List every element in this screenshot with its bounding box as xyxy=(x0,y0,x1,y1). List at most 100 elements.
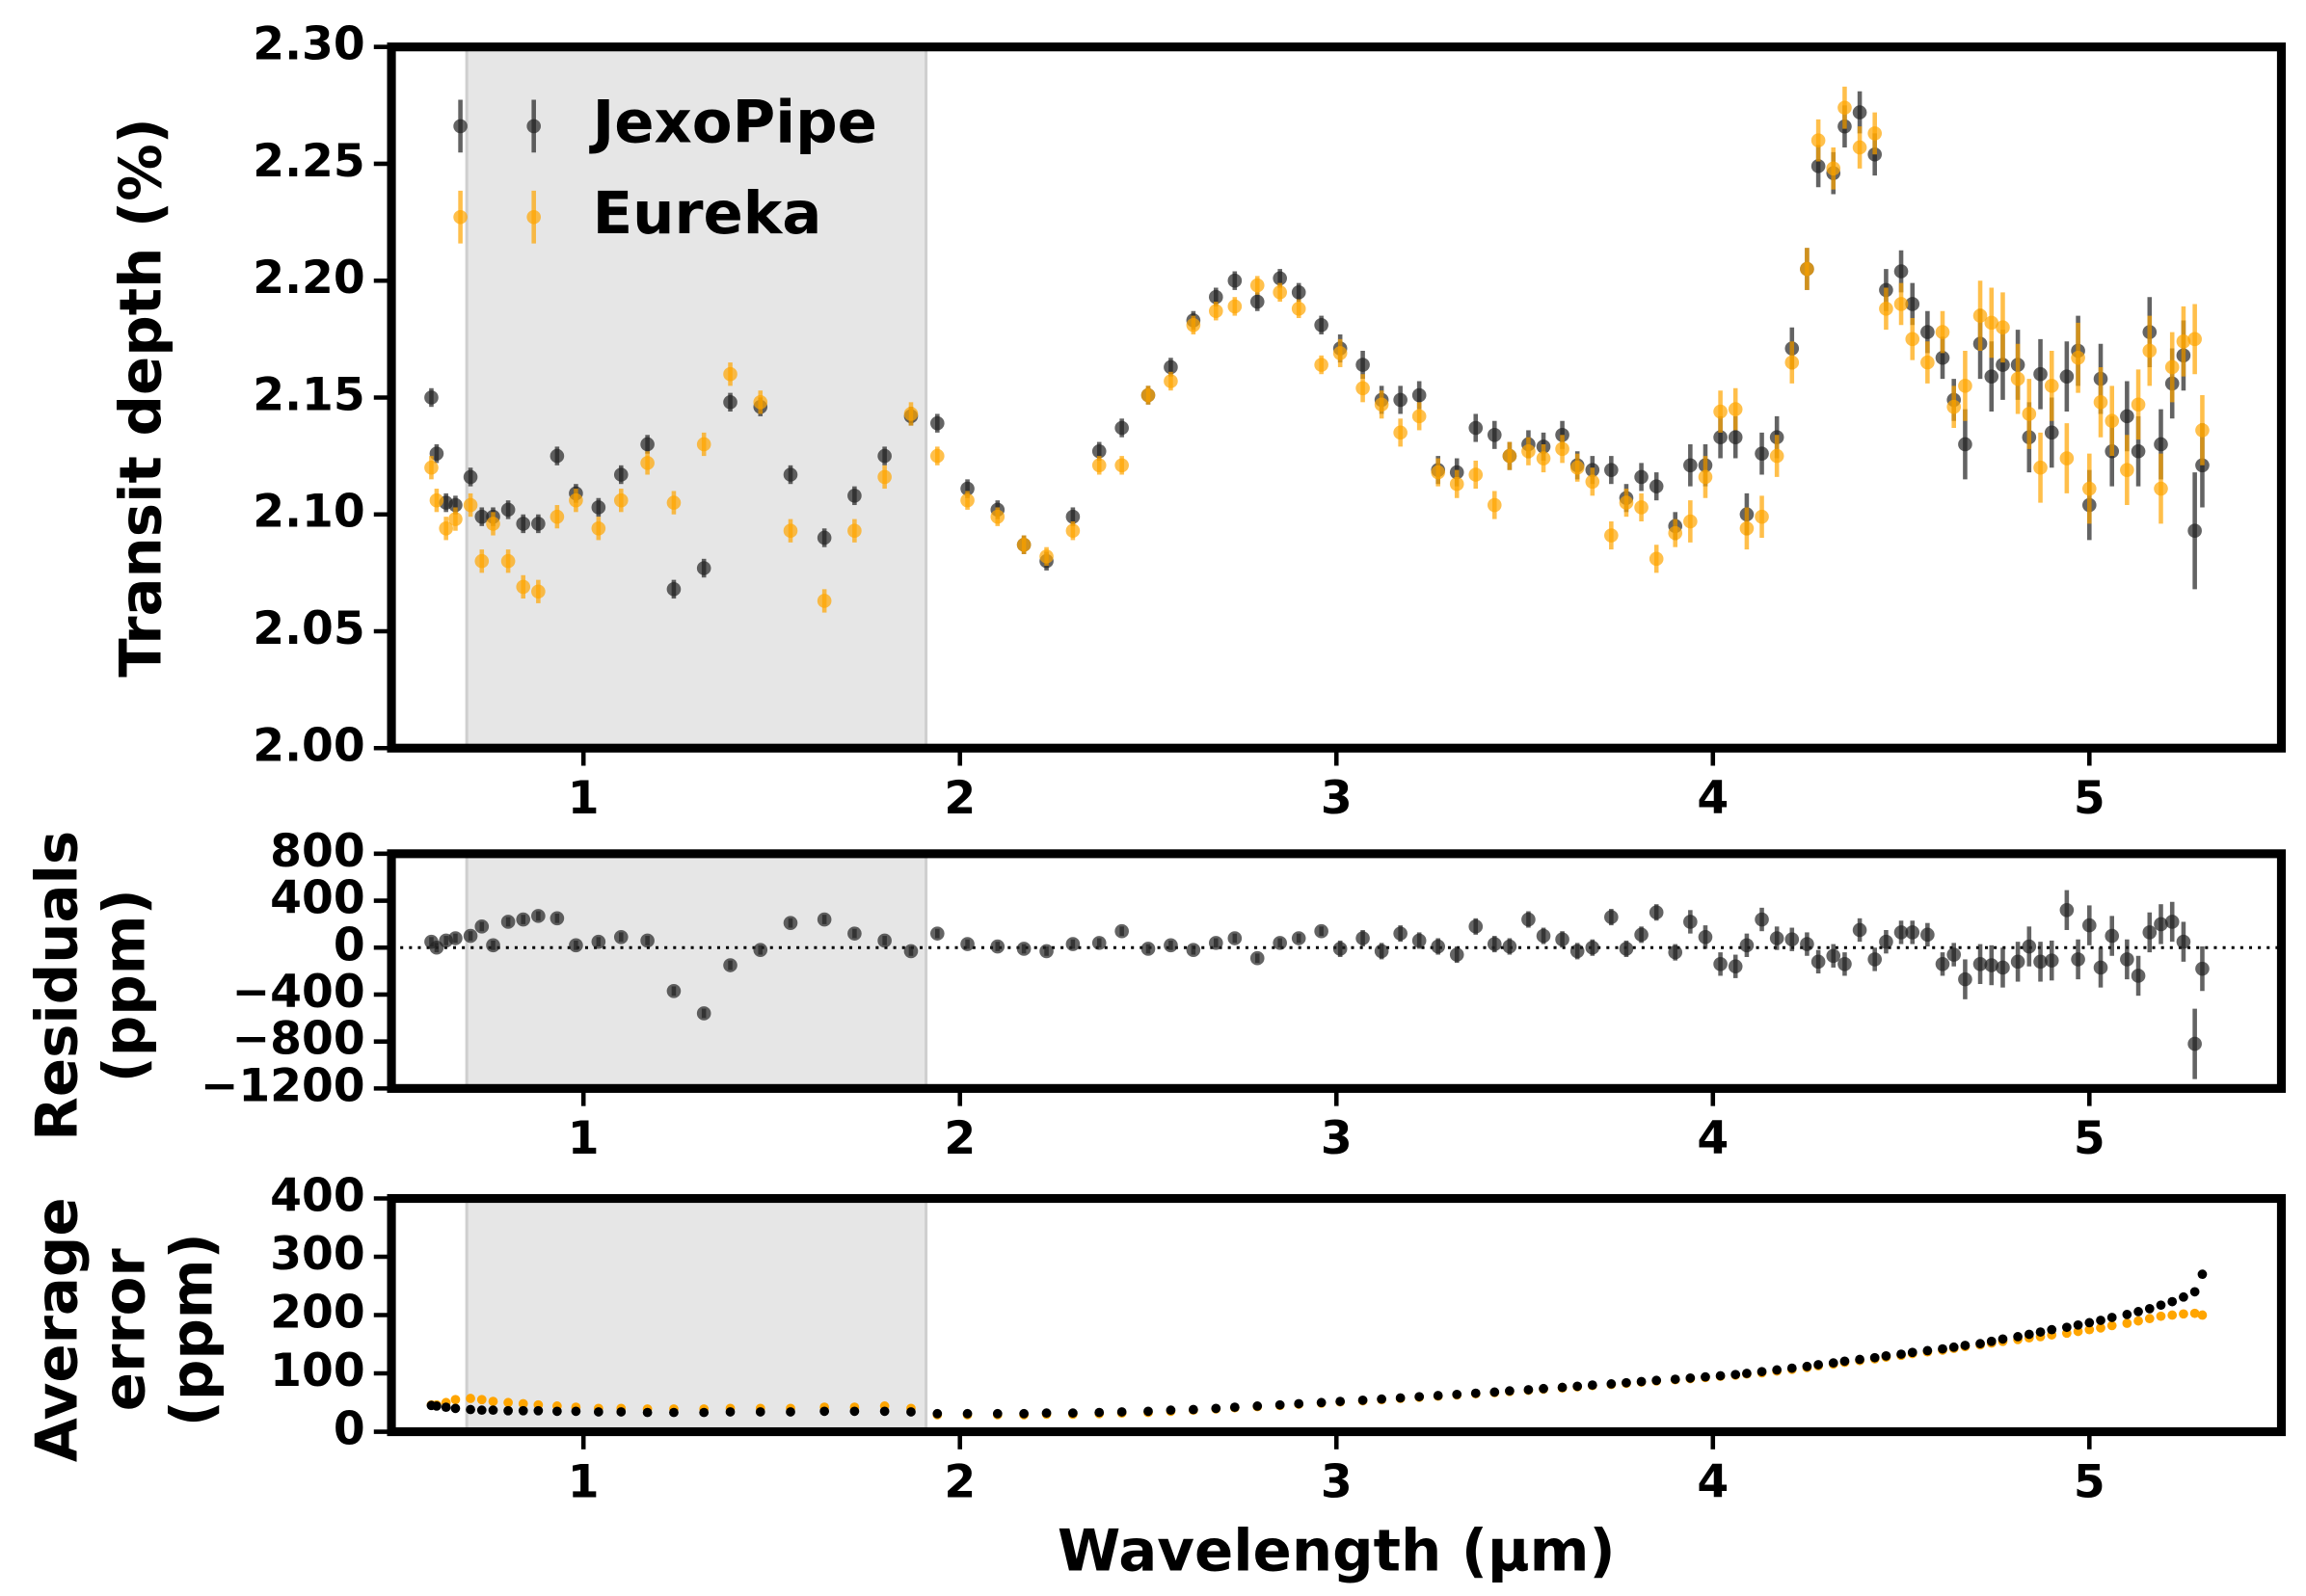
data-point xyxy=(1837,100,1852,116)
data-point xyxy=(2033,460,2048,475)
data-point xyxy=(1274,1399,1285,1410)
data-point xyxy=(448,497,463,513)
data-point xyxy=(2142,343,2158,359)
y-tick-label: 2.15 xyxy=(253,368,364,421)
data-point xyxy=(1683,915,1698,929)
data-point xyxy=(2195,458,2210,473)
data-point xyxy=(1756,1367,1767,1377)
data-point xyxy=(1948,1342,1959,1352)
data-point xyxy=(1249,278,1265,293)
data-point xyxy=(476,1405,487,1416)
data-point xyxy=(1828,1358,1838,1369)
data-point xyxy=(1039,944,1054,959)
y-axis-label: (ppm) xyxy=(159,1233,226,1426)
data-point xyxy=(2189,1287,2200,1297)
data-point xyxy=(1649,905,1664,920)
data-point xyxy=(1355,381,1370,396)
data-point xyxy=(1800,261,1814,277)
data-point xyxy=(1739,520,1755,536)
data-point xyxy=(2096,1322,2105,1333)
data-point xyxy=(1810,954,1826,970)
data-point xyxy=(533,1405,544,1416)
data-point xyxy=(960,492,975,508)
y-tick-label: 2.00 xyxy=(253,719,364,772)
data-point xyxy=(1536,451,1551,466)
data-point xyxy=(2096,1316,2105,1325)
data-point xyxy=(1585,474,1600,490)
x-tick-label: 4 xyxy=(1697,772,1729,825)
data-point xyxy=(1143,1406,1153,1417)
data-point xyxy=(817,594,832,608)
data-point xyxy=(1227,273,1243,288)
data-point xyxy=(463,928,478,944)
data-point xyxy=(550,448,565,464)
data-point xyxy=(531,584,546,599)
y-axis-label: Transit depth (%) xyxy=(107,118,174,678)
data-point xyxy=(1784,355,1800,370)
data-point xyxy=(1468,467,1484,482)
data-point xyxy=(1606,1379,1617,1389)
data-point xyxy=(2189,1308,2200,1318)
y-axis-label: Average xyxy=(24,1197,91,1462)
data-point xyxy=(2197,1269,2208,1280)
data-point xyxy=(1433,1391,1443,1400)
data-point xyxy=(2133,1316,2143,1326)
data-point xyxy=(1867,126,1883,141)
y-tick-label: 200 xyxy=(270,1287,364,1340)
data-point xyxy=(486,938,500,953)
data-point xyxy=(1893,925,1909,940)
data-point xyxy=(1905,332,1920,347)
data-point xyxy=(1449,476,1464,492)
data-point xyxy=(1411,933,1427,948)
data-point xyxy=(488,1405,498,1416)
data-point xyxy=(448,931,463,945)
data-point xyxy=(1649,479,1664,493)
data-point xyxy=(569,938,583,953)
data-point xyxy=(1713,430,1728,445)
data-point xyxy=(500,502,516,518)
data-point xyxy=(2164,359,2180,375)
data-point xyxy=(2197,1310,2208,1320)
y-tick-label: 2.30 xyxy=(253,18,364,71)
data-point xyxy=(1730,1370,1741,1380)
data-point xyxy=(1769,931,1784,945)
data-point xyxy=(1996,358,2010,372)
data-point xyxy=(1920,325,1935,339)
data-point xyxy=(1355,358,1370,372)
data-point xyxy=(1065,509,1081,524)
data-point xyxy=(1784,932,1800,947)
data-point xyxy=(1355,931,1370,945)
data-point xyxy=(2179,1291,2188,1302)
data-point xyxy=(783,523,798,539)
data-point xyxy=(474,553,490,569)
data-point xyxy=(1414,1392,1425,1402)
x-axis-label: Wavelength (µm) xyxy=(1058,1517,1616,1583)
data-point xyxy=(1905,297,1920,311)
y-tick-label: 0 xyxy=(334,1403,365,1456)
data-point xyxy=(1587,1380,1597,1390)
data-point xyxy=(1837,956,1852,971)
data-point xyxy=(2156,1300,2166,1311)
data-point xyxy=(1649,551,1664,567)
data-point xyxy=(1855,1354,1864,1365)
y-axis-label: (ppm) xyxy=(92,889,158,1082)
data-point xyxy=(1852,922,1867,938)
y-tick-label: −800 xyxy=(232,1013,365,1066)
data-point xyxy=(1896,1349,1906,1359)
data-point xyxy=(2059,902,2075,918)
data-point xyxy=(1946,399,1962,414)
data-point xyxy=(1920,927,1935,943)
data-point xyxy=(1041,1408,1052,1419)
data-point xyxy=(2059,369,2075,384)
shaded-region xyxy=(465,852,928,1090)
x-tick-label: 4 xyxy=(1697,1455,1729,1508)
data-point xyxy=(1208,936,1223,950)
data-point xyxy=(550,911,565,926)
data-point xyxy=(1972,956,1988,971)
data-point xyxy=(1393,392,1408,408)
data-point xyxy=(1698,929,1713,944)
data-point xyxy=(1984,369,1999,384)
data-point xyxy=(1094,1407,1105,1418)
data-point xyxy=(429,492,444,508)
